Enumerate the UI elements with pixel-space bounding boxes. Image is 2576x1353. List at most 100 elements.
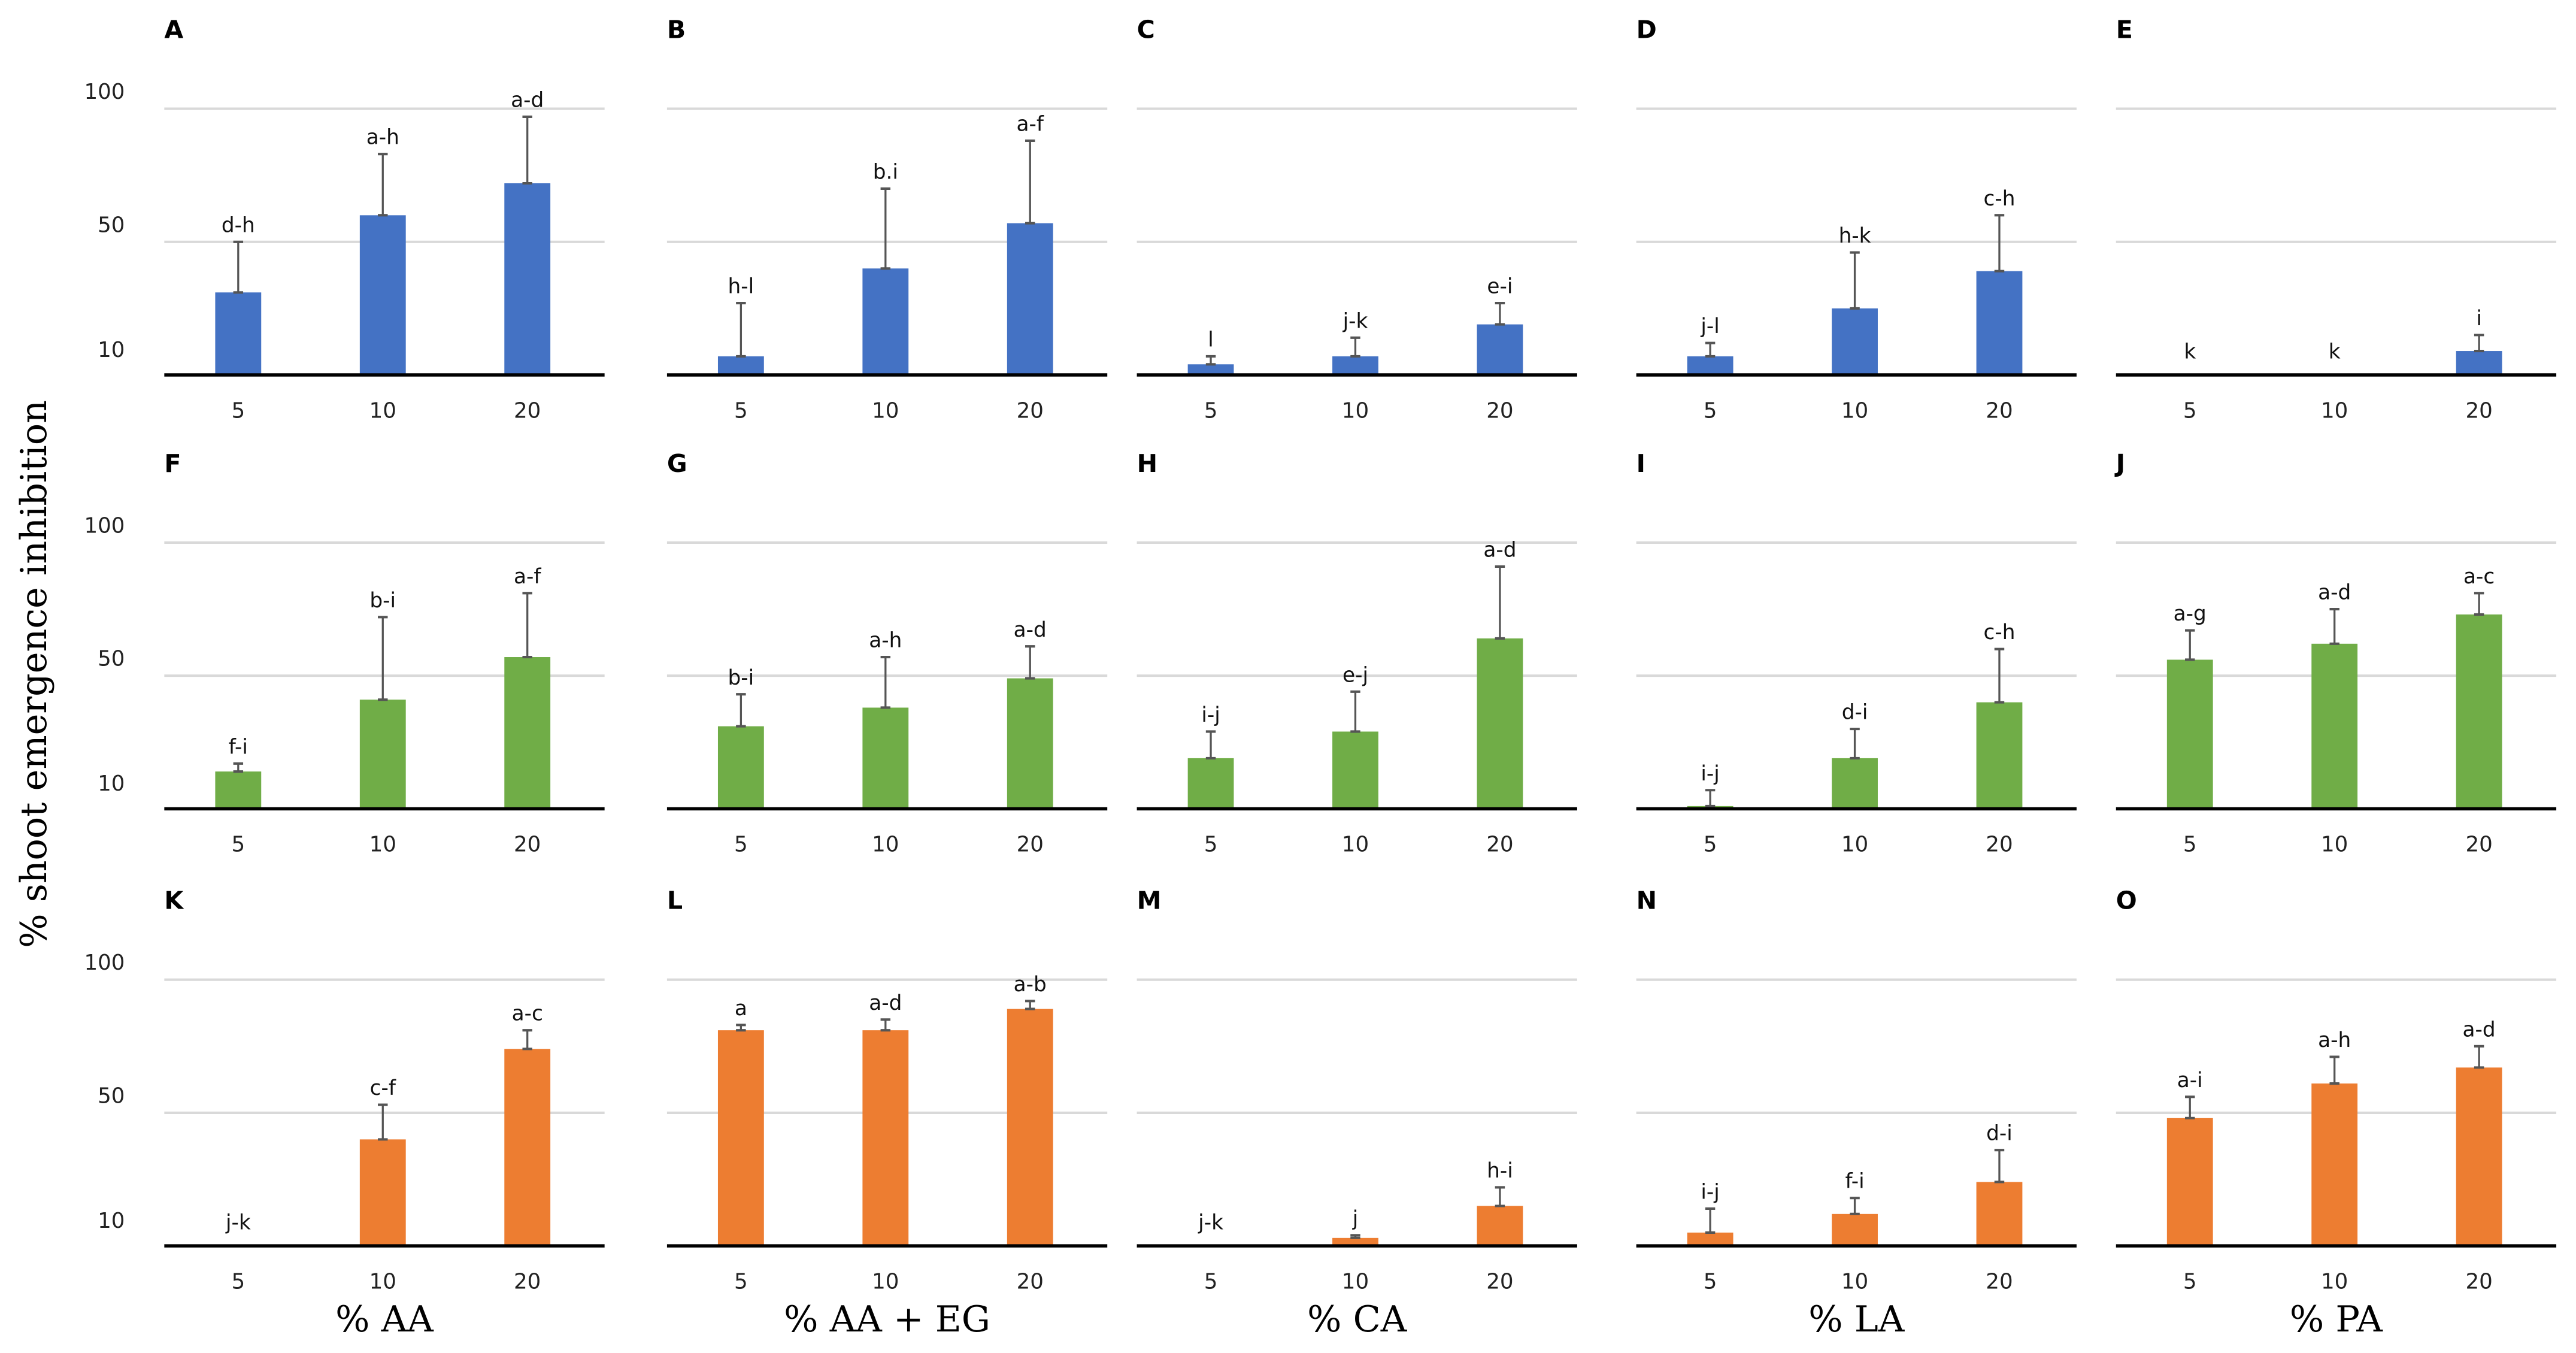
y-tick-label: 10 [98,338,125,362]
panel-letter: G [667,449,687,478]
bar [1976,271,2023,376]
x-tick-label: 5 [734,398,748,423]
x-tick-label: 20 [514,398,541,423]
x-tick-label: 10 [872,398,899,423]
bar [1332,356,1378,376]
significance-letter: k [2329,340,2341,364]
panel-letter: L [667,886,683,915]
significance-letter: c-f [370,1076,396,1100]
panel-letter: A [164,16,183,44]
x-tick-label: 5 [734,1269,748,1294]
x-tick-label: 5 [2183,1269,2197,1294]
y-tick-label: 10 [98,771,125,796]
bar [1477,1206,1523,1246]
x-tick-label: 20 [2465,1269,2492,1294]
bar [504,183,551,376]
x-tick-label: 20 [514,833,541,857]
x-tick-label: 20 [1486,1269,1513,1294]
significance-letter: f-i [229,735,248,759]
significance-letter: a-h [366,126,399,150]
y-tick-label: 10 [98,1209,125,1233]
y-tick-label: 50 [98,1083,125,1108]
x-tick-label: 10 [2321,833,2348,857]
significance-letter: a-c [2463,565,2495,589]
significance-letter: l [1208,328,1214,352]
x-tick-label: 5 [2183,398,2197,423]
significance-letter: a-d [2318,581,2351,605]
bar [862,707,909,809]
bar [2166,659,2213,809]
x-axis-label: % AA + EG [784,1298,990,1340]
x-tick-label: 5 [1204,833,1218,857]
panel-letter: C [1137,16,1155,44]
bar [1832,758,1878,809]
bar [2311,1083,2358,1246]
significance-letter: a-d [869,991,902,1015]
bar [1187,758,1234,809]
x-tick-label: 10 [369,398,396,423]
significance-letter: i-j [1701,762,1719,786]
significance-letter: h-k [1839,224,1871,248]
x-tick-label: 20 [2465,398,2492,423]
bar [359,1139,406,1246]
significance-letter: a [735,997,747,1021]
significance-letter: i-j [1701,1180,1719,1204]
significance-letter: a-f [1017,112,1044,136]
significance-letter: e-j [1342,663,1368,687]
x-tick-label: 5 [1704,1269,1717,1294]
significance-letter: e-i [1487,275,1513,299]
bar [504,1049,551,1246]
significance-letter: a-d [1014,618,1047,642]
significance-letter: i-j [1201,703,1220,727]
y-tick-label: 100 [84,951,125,975]
significance-letter: d-h [222,213,255,237]
significance-letter: b.i [873,160,898,184]
bar [2456,1067,2502,1246]
x-tick-label: 20 [1986,1269,2013,1294]
panel-letter: N [1636,886,1657,915]
x-tick-label: 5 [231,833,245,857]
significance-letter: c-h [1984,620,2016,644]
significance-letter: b-i [728,666,754,690]
significance-letter: j-k [225,1211,251,1235]
significance-letter: h-i [1487,1159,1513,1183]
significance-letter: j-l [1700,314,1719,338]
x-tick-label: 10 [2321,398,2348,423]
bar [1687,356,1734,376]
significance-letter: d-i [1842,701,1868,725]
bar [1976,1182,2023,1246]
bar [1187,364,1234,376]
significance-letter: j-k [1198,1211,1223,1235]
x-tick-label: 5 [231,398,245,423]
bar [1687,1232,1734,1246]
panel-letter: M [1137,886,1162,915]
significance-letter: a-c [512,1002,543,1026]
x-tick-label: 20 [1986,398,2013,423]
y-tick-label: 100 [84,513,125,538]
panel-letter: K [164,886,184,915]
bar [1477,324,1523,376]
x-tick-label: 5 [2183,833,2197,857]
x-tick-label: 10 [1342,1269,1369,1294]
significance-letter: i [2476,307,2482,331]
bar [717,1030,764,1246]
panel-letter: I [1636,449,1645,478]
bar [717,726,764,809]
significance-letter: a-d [1483,538,1516,562]
significance-letter: a-d [2463,1018,2496,1042]
bar [504,657,551,809]
x-tick-label: 5 [1704,833,1717,857]
bar [1332,731,1378,809]
bar [2456,351,2502,376]
x-tick-label: 5 [1704,398,1717,423]
significance-letter: a-f [514,565,541,589]
bar [1832,1213,1878,1246]
significance-letter: f-i [1845,1170,1865,1194]
significance-letter: j [1352,1207,1359,1231]
x-tick-label: 10 [2321,1269,2348,1294]
significance-letter: b-i [369,589,396,613]
panel-letter: O [2116,886,2137,915]
significance-letter: c-h [1984,187,2016,211]
x-tick-label: 10 [1841,398,1868,423]
